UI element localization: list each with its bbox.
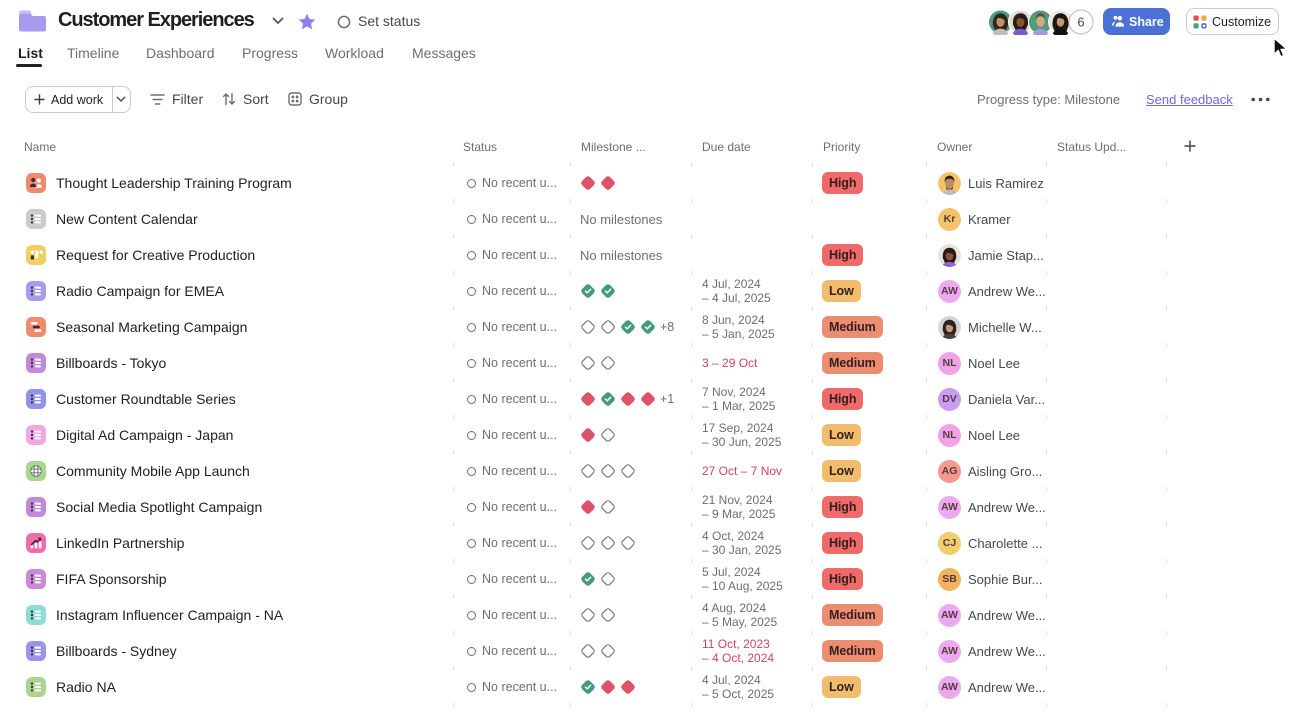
svg-text:6: 6	[1077, 15, 1084, 30]
